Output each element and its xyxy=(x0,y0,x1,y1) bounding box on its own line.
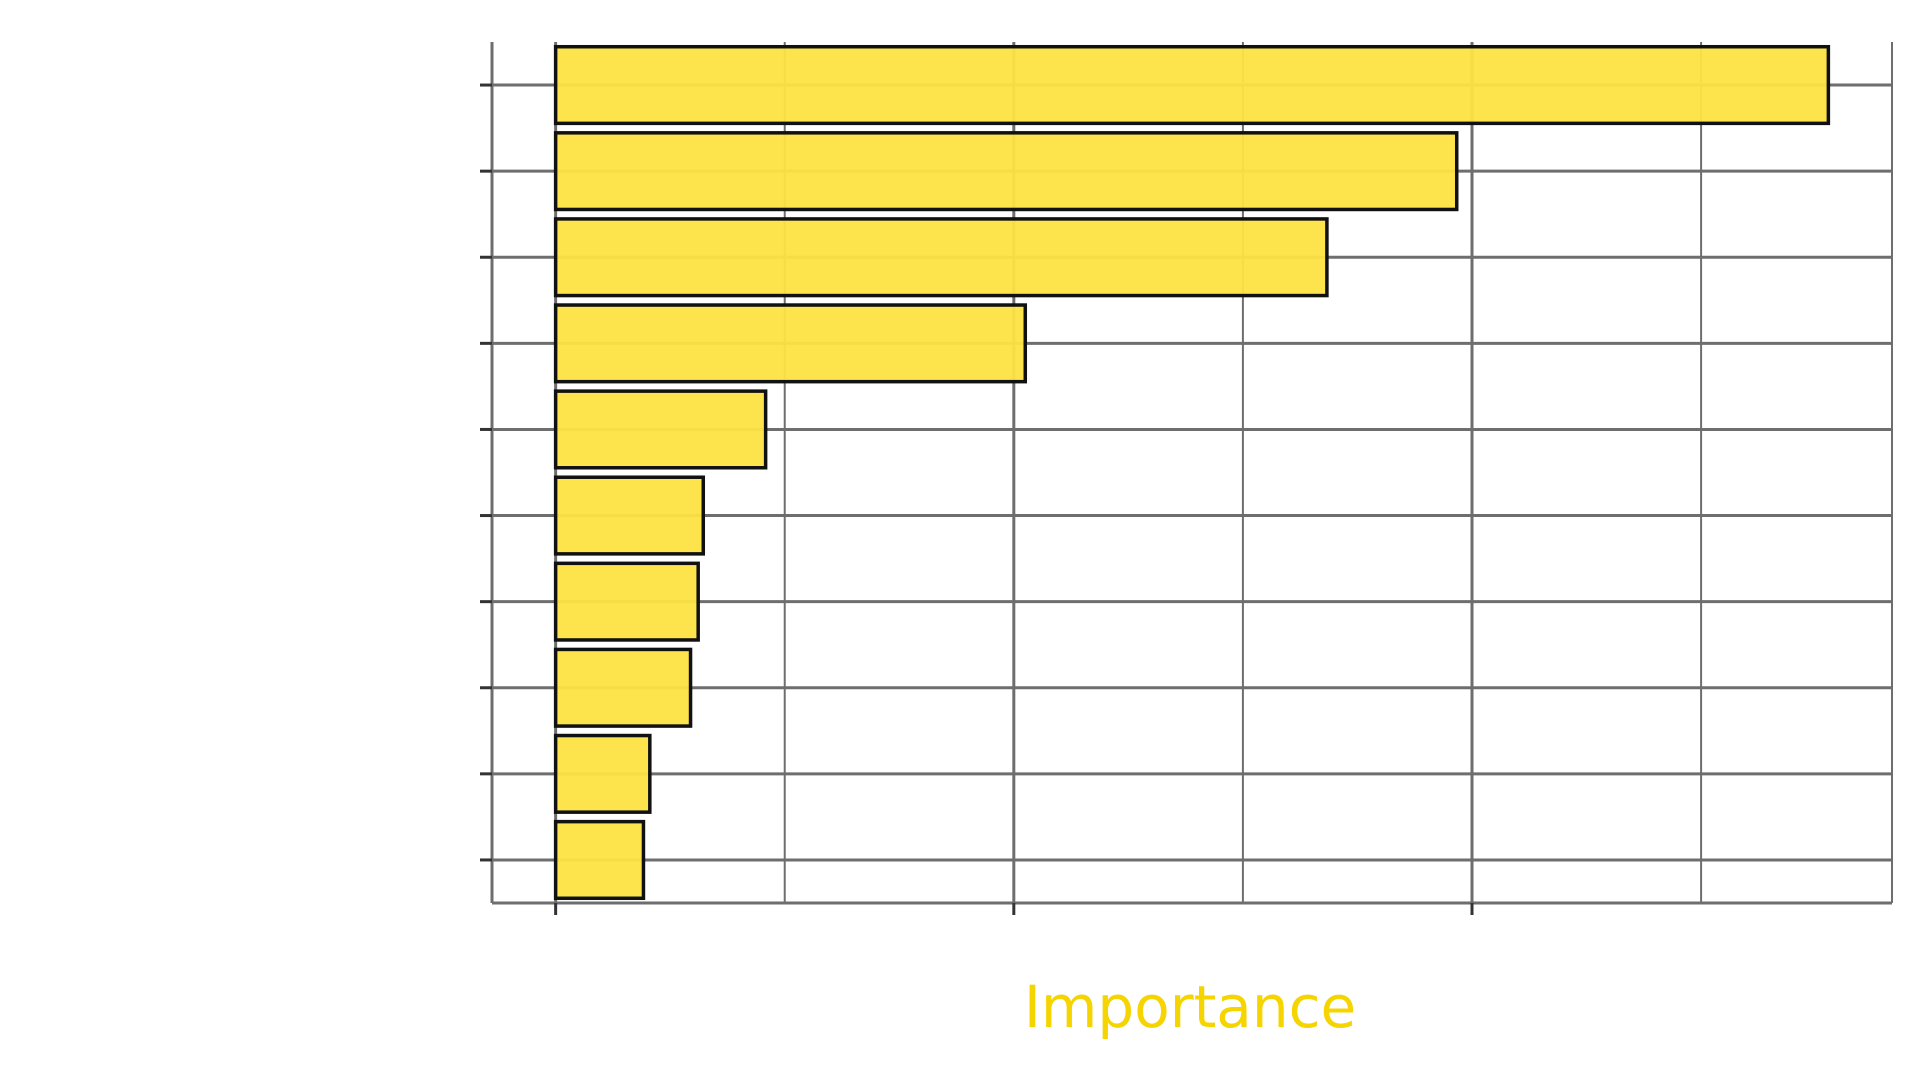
bar xyxy=(553,561,700,642)
bar xyxy=(553,44,1831,126)
bar xyxy=(553,303,1028,384)
bar xyxy=(553,389,768,470)
bars xyxy=(553,44,1831,901)
bar xyxy=(553,131,1459,212)
bar xyxy=(553,217,1329,298)
bar xyxy=(553,733,652,814)
bar xyxy=(553,647,693,728)
bar xyxy=(553,475,706,556)
axes xyxy=(480,42,1892,915)
bar xyxy=(553,819,646,901)
x-axis-title: Importance xyxy=(1024,973,1356,1041)
